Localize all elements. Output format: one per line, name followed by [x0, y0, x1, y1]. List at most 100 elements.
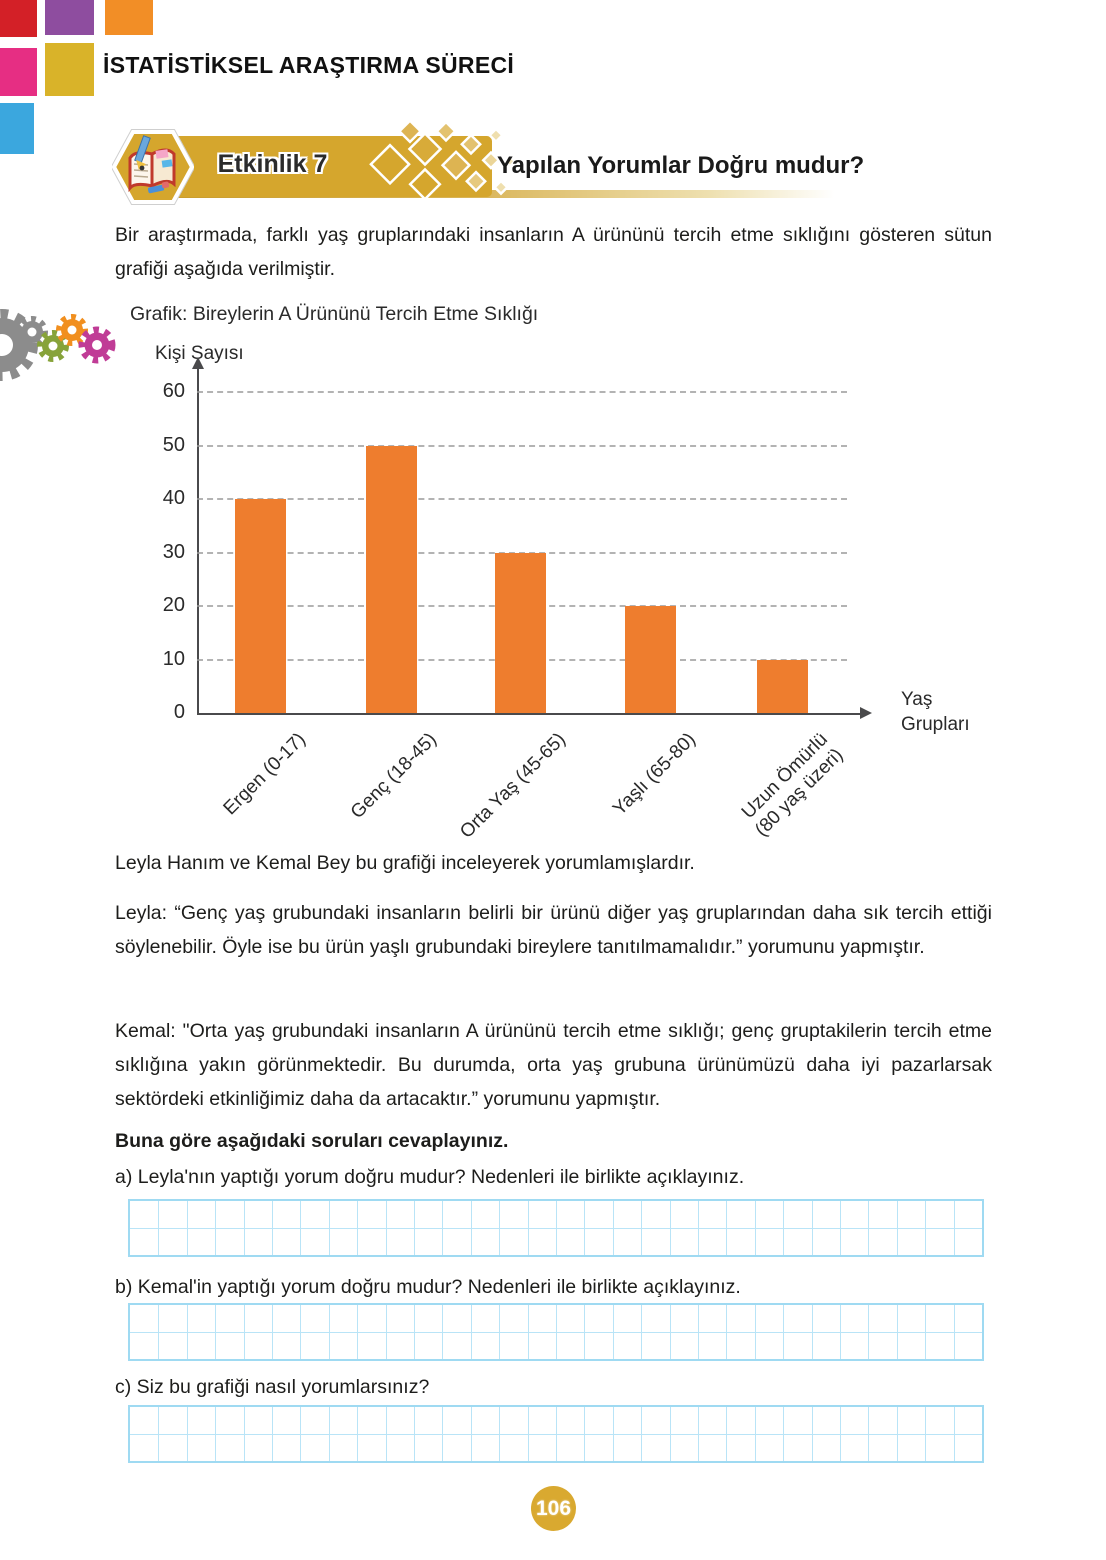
- chart-block: Grafik: Bireylerin A Ürününü Tercih Etme…: [115, 295, 1015, 855]
- answer-cell: [300, 1332, 329, 1359]
- answer-cell: [130, 1201, 158, 1228]
- answer-cell: [669, 1407, 698, 1434]
- gears-icon: [0, 309, 116, 381]
- answer-cell: [839, 1228, 869, 1255]
- answer-cell: [726, 1228, 755, 1255]
- answer-cell: [641, 1332, 670, 1359]
- answer-cell: [839, 1305, 868, 1332]
- answer-grid-c[interactable]: [128, 1405, 984, 1463]
- answer-cell: [357, 1434, 386, 1461]
- answer-cell: [215, 1407, 243, 1434]
- answer-cell: [271, 1201, 300, 1228]
- answer-cell: [300, 1201, 328, 1228]
- y-tick-label: 10: [162, 647, 185, 670]
- activity-title: Yapılan Yorumlar Doğru mudur?: [497, 152, 865, 179]
- pink-square: [0, 48, 37, 96]
- answer-cell: [413, 1332, 443, 1359]
- answer-cell: [641, 1201, 669, 1228]
- answer-cell: [527, 1434, 556, 1461]
- answer-cell: [726, 1201, 754, 1228]
- answer-cell: [868, 1434, 897, 1461]
- answer-cell: [357, 1332, 386, 1359]
- y-tick-label: 30: [162, 540, 185, 563]
- answer-cell: [300, 1305, 328, 1332]
- answer-cell: [385, 1407, 414, 1434]
- answer-cell: [271, 1332, 301, 1359]
- answer-cell: [555, 1305, 584, 1332]
- answer-cell: [527, 1228, 556, 1255]
- answer-cell: [158, 1228, 187, 1255]
- answer-cell: [839, 1332, 869, 1359]
- answer-cell: [868, 1305, 896, 1332]
- answer-cell: [300, 1228, 329, 1255]
- answer-cell: [754, 1201, 783, 1228]
- answer-cell: [953, 1434, 982, 1461]
- y-tick-label: 40: [162, 487, 185, 509]
- answer-cell: [328, 1332, 358, 1359]
- y-tick-label: 0: [173, 701, 185, 723]
- bar-0: [235, 499, 286, 713]
- answer-cell: [612, 1201, 641, 1228]
- answer-cell: [783, 1201, 811, 1228]
- answer-cell: [130, 1305, 158, 1332]
- answer-cell: [186, 1434, 216, 1461]
- gold-square: [45, 43, 94, 96]
- answer-cell: [896, 1434, 926, 1461]
- answer-cell: [697, 1407, 726, 1434]
- y-tick-label: 20: [162, 594, 185, 616]
- answer-cell: [612, 1228, 642, 1255]
- orange-square: [105, 0, 153, 35]
- bar-4: [757, 659, 808, 713]
- answer-cell: [499, 1407, 527, 1434]
- answer-cell: [584, 1434, 613, 1461]
- answer-cell: [584, 1201, 612, 1228]
- answer-cell: [328, 1434, 358, 1461]
- answer-cell: [271, 1228, 301, 1255]
- answer-cell: [357, 1305, 385, 1332]
- answer-cell: [783, 1332, 812, 1359]
- y-tick-label: 50: [162, 433, 185, 456]
- answer-cell: [527, 1332, 556, 1359]
- answer-cell: [357, 1407, 385, 1434]
- answer-cell: [470, 1305, 499, 1332]
- answer-cell: [470, 1332, 500, 1359]
- answer-cell: [868, 1201, 896, 1228]
- answer-cell: [186, 1201, 215, 1228]
- answer-cell: [385, 1201, 414, 1228]
- leyla-paragraph: Leyla: “Genç yaş grubundaki insanların b…: [115, 902, 992, 958]
- answer-cell: [839, 1201, 868, 1228]
- bar-2: [495, 552, 546, 713]
- answer-cell: [896, 1332, 926, 1359]
- answer-cell: [896, 1228, 926, 1255]
- question-label-a: a) Leyla'nın yaptığı yorum doğru mudur? …: [115, 1166, 745, 1188]
- answer-cell: [186, 1407, 215, 1434]
- answer-grid-a[interactable]: [128, 1199, 984, 1257]
- prompt-paragraph: Buna göre aşağıdaki soruları cevaplayını…: [115, 1130, 509, 1152]
- answer-cell: [612, 1332, 642, 1359]
- answer-cell: [669, 1228, 698, 1255]
- answer-cell: [442, 1407, 470, 1434]
- lead-paragraph: Leyla Hanım ve Kemal Bey bu grafiği ince…: [115, 852, 695, 874]
- answer-cell: [215, 1332, 244, 1359]
- answer-cell: [527, 1305, 556, 1332]
- plot-area: [197, 368, 862, 715]
- answer-cell: [470, 1434, 500, 1461]
- answer-cell: [555, 1434, 585, 1461]
- answer-cell: [754, 1305, 783, 1332]
- answer-cell: [215, 1201, 243, 1228]
- answer-cell: [612, 1434, 642, 1461]
- intro-paragraph: Bir araştırmada, farklı yaş gruplarındak…: [115, 224, 992, 280]
- answer-cell: [215, 1434, 244, 1461]
- answer-cell: [442, 1228, 471, 1255]
- answer-cell: [130, 1434, 159, 1461]
- answer-cell: [470, 1407, 499, 1434]
- answer-cell: [641, 1407, 669, 1434]
- answer-cell: [641, 1434, 670, 1461]
- y-tick-label: 60: [162, 380, 185, 402]
- answer-cell: [555, 1228, 585, 1255]
- answer-cell: [783, 1228, 812, 1255]
- answer-cell: [215, 1228, 244, 1255]
- answer-cell: [413, 1407, 442, 1434]
- answer-grid-b[interactable]: [128, 1303, 984, 1361]
- answer-cell: [442, 1201, 470, 1228]
